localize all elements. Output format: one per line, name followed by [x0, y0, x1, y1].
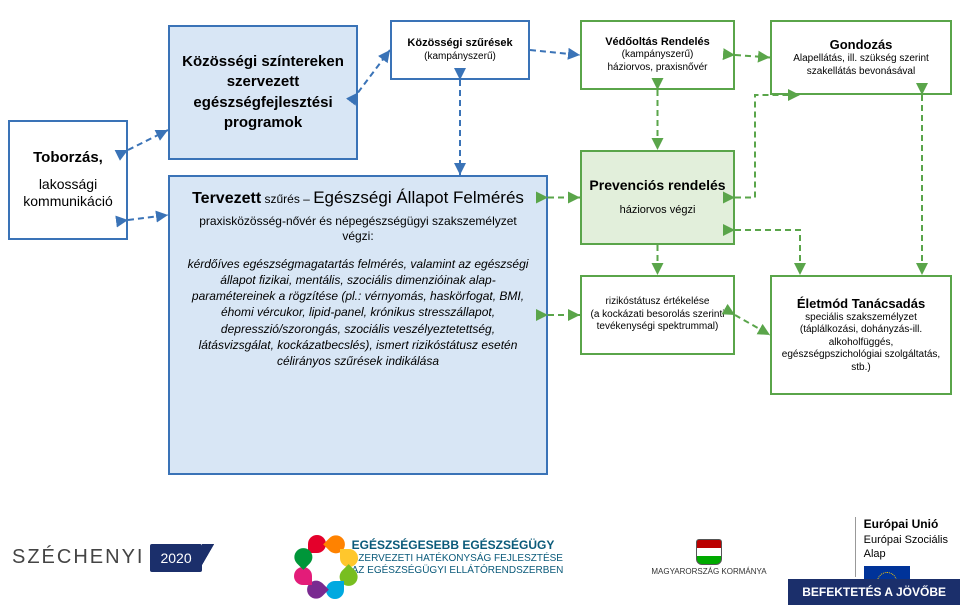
- szechenyi-text: SZÉCHENYI: [12, 546, 144, 569]
- center-l2: SZERVEZETI HATÉKONYSÁG FEJLESZTÉSE: [352, 553, 564, 565]
- szechenyi-year: 2020: [150, 544, 201, 572]
- eu-l2: Európai Szociális: [864, 534, 948, 546]
- flower-icon: [290, 531, 344, 585]
- center-l1: EGÉSZSÉGESEBB EGÉSZSÉGÜGY: [352, 538, 564, 552]
- mk-text: MAGYARORSZÁG KORMÁNYA: [651, 567, 766, 576]
- center-l3: AZ EGÉSZSÉGÜGYI ELLÁTÓRENDSZERBEN: [352, 565, 564, 577]
- szechenyi-logo: SZÉCHENYI 2020: [12, 544, 202, 572]
- eu-l3: Alap: [864, 548, 886, 560]
- diagram-stage: Toborzás, lakossági kommunikáció Közössé…: [0, 0, 960, 605]
- befektetes-banner: BEFEKTETÉS A JÖVŐBE: [788, 579, 960, 605]
- eu-separator: [855, 517, 856, 577]
- crest-icon: [696, 539, 722, 565]
- connectors: [0, 0, 960, 510]
- center-text: EGÉSZSÉGESEBB EGÉSZSÉGÜGY SZERVEZETI HAT…: [352, 538, 564, 576]
- center-logo: EGÉSZSÉGESEBB EGÉSZSÉGÜGY SZERVEZETI HAT…: [290, 531, 564, 585]
- eu-l1: Európai Unió: [864, 517, 939, 531]
- magyarorszag-kormanya: MAGYARORSZÁG KORMÁNYA: [651, 539, 766, 576]
